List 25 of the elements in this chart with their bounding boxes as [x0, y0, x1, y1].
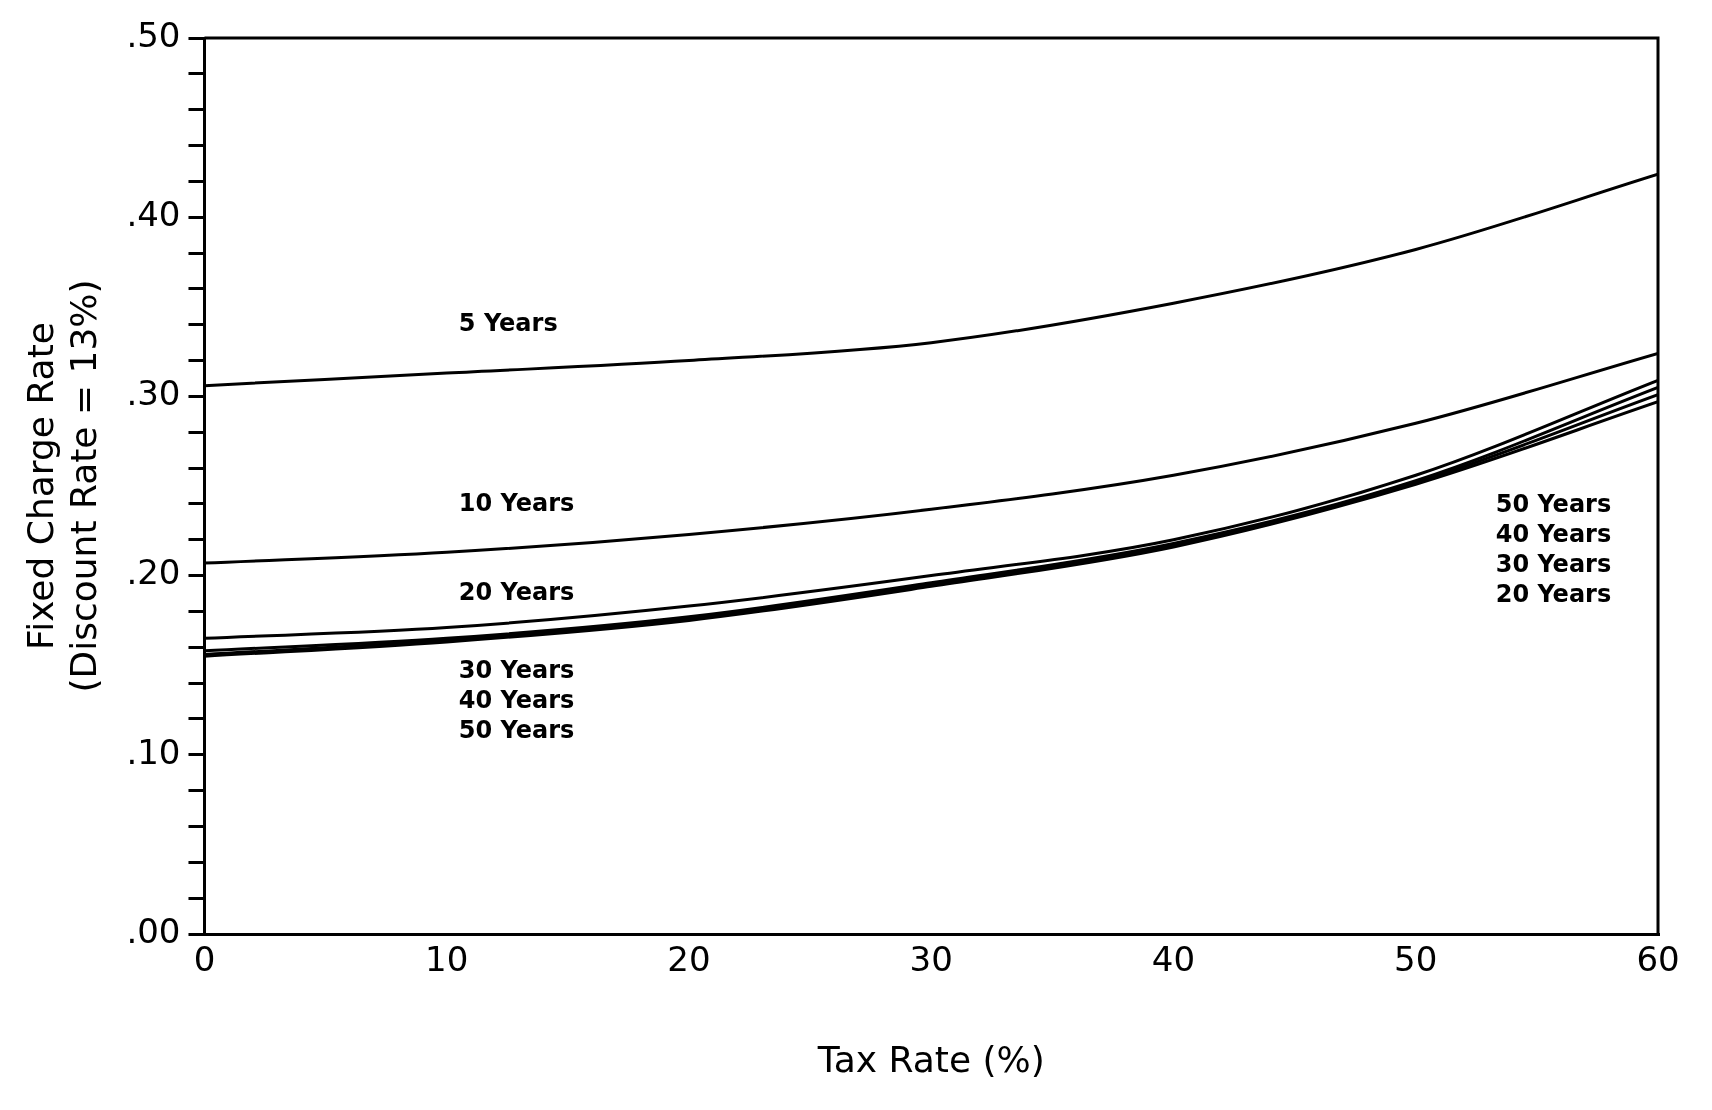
series-label: 20 Years	[458, 577, 575, 606]
y-axis-title: Fixed Charge Rate (Discount Rate = 13%)	[19, 279, 105, 693]
text: 30 Years	[1495, 550, 1612, 579]
x-tick-label: 50	[1394, 939, 1438, 980]
series-label: 30 Years	[458, 656, 575, 685]
x-tick-label: 30	[909, 939, 953, 980]
y-tick-label: .30	[126, 373, 181, 414]
series-label: 5 Years	[458, 309, 558, 338]
y-tick-label: .40	[126, 194, 181, 235]
text: 50 Years	[458, 716, 575, 745]
x-tick-label: 10	[425, 939, 469, 980]
series-label: 40 Years	[458, 686, 575, 715]
text: 20 Years	[1495, 580, 1612, 609]
y-tick-label: .00	[126, 910, 181, 951]
y-tick-label: .10	[126, 731, 181, 772]
x-tick-label: 60	[1636, 939, 1680, 980]
x-tick-label: 20	[667, 939, 711, 980]
series-label: 10 Years	[458, 488, 575, 517]
y-tick-label: .20	[126, 552, 181, 593]
x-axis-title: Tax Rate (%)	[816, 1038, 1045, 1080]
series-label: 50 Years	[1495, 490, 1612, 519]
x-tick-label: 0	[193, 939, 216, 980]
y-tick-label: .50	[126, 14, 181, 55]
x-tick-label: 40	[1151, 939, 1196, 980]
text: 40 Years	[1495, 520, 1612, 549]
